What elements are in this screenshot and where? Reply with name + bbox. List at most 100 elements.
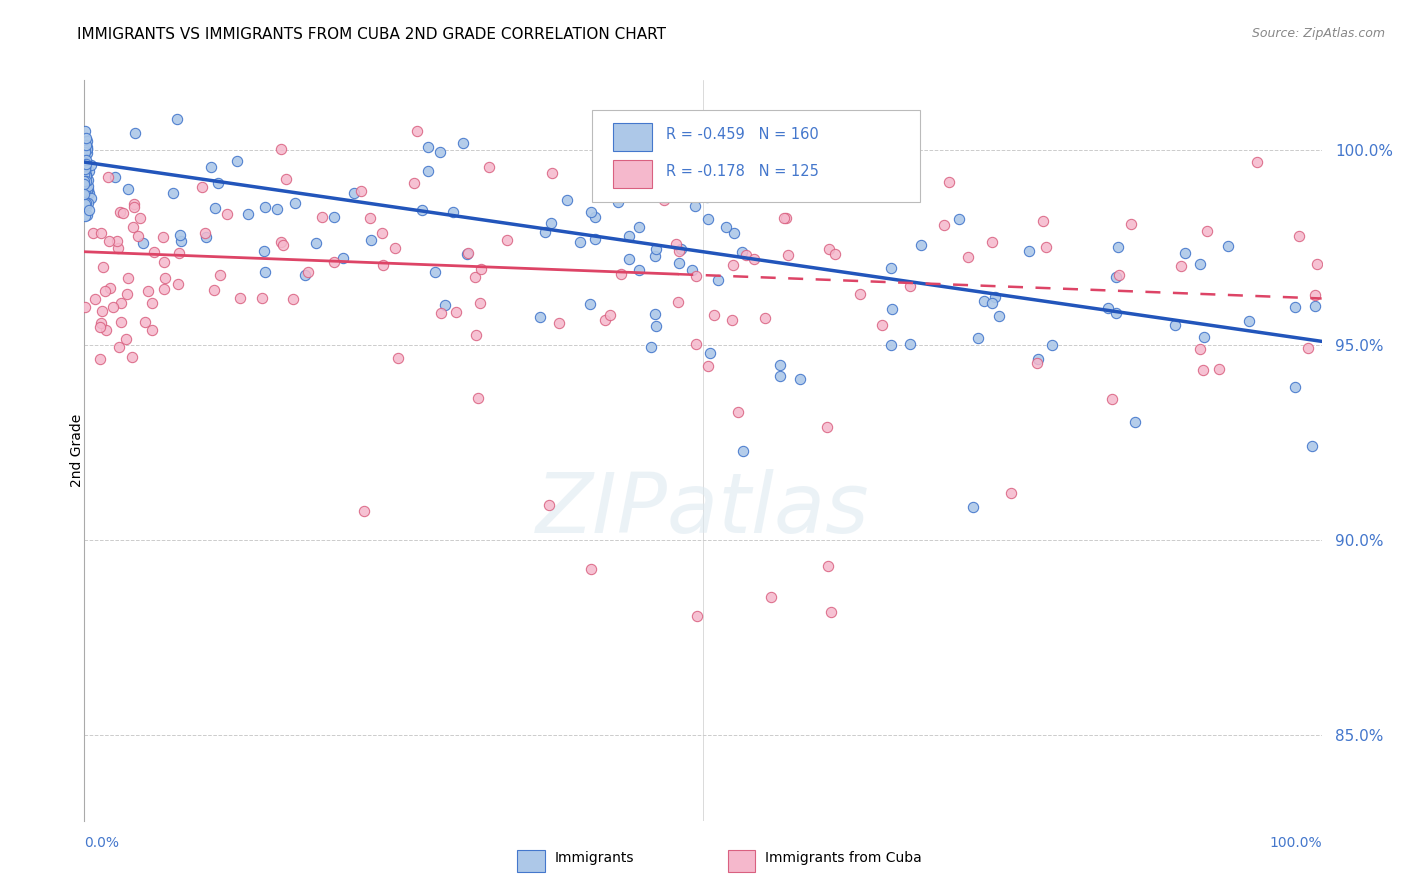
Point	[1195, 224, 1218, 238]
Point	[79, 164, 101, 178]
Point	[270, 235, 292, 249]
Point	[411, 203, 433, 218]
Point	[557, 193, 579, 207]
Point	[202, 283, 225, 297]
Point	[478, 161, 501, 175]
Point	[880, 301, 903, 316]
FancyBboxPatch shape	[728, 850, 755, 872]
Point	[73, 162, 96, 177]
Point	[416, 163, 439, 178]
Point	[741, 176, 763, 190]
Point	[76, 146, 98, 161]
Point	[1101, 392, 1123, 406]
Point	[284, 195, 307, 210]
Point	[373, 258, 395, 272]
Point	[606, 195, 628, 210]
Text: R = -0.459   N = 160: R = -0.459 N = 160	[666, 127, 818, 142]
Point	[82, 226, 104, 240]
Point	[1305, 257, 1327, 271]
Point	[1123, 415, 1146, 429]
Point	[75, 153, 97, 167]
Point	[685, 337, 707, 351]
Point	[723, 226, 745, 240]
Point	[311, 210, 333, 224]
Point	[121, 219, 143, 234]
Point	[769, 359, 792, 373]
Point	[73, 164, 96, 178]
Point	[583, 211, 606, 225]
Point	[162, 186, 184, 200]
Point	[824, 247, 846, 261]
Point	[76, 182, 98, 196]
Point	[75, 195, 97, 210]
Point	[669, 242, 692, 256]
Point	[932, 218, 955, 232]
Point	[73, 145, 96, 160]
Point	[451, 136, 474, 151]
Point	[73, 148, 96, 162]
Point	[76, 142, 98, 156]
Point	[332, 251, 354, 265]
Point	[609, 268, 631, 282]
Point	[75, 138, 97, 153]
Point	[75, 156, 97, 170]
Point	[370, 227, 392, 241]
Point	[1246, 155, 1268, 169]
Point	[129, 211, 152, 225]
Point	[117, 182, 139, 196]
Text: ZIPatlas: ZIPatlas	[536, 469, 870, 550]
Point	[579, 297, 602, 311]
Point	[250, 291, 273, 305]
Point	[773, 211, 796, 225]
Point	[938, 174, 960, 188]
Point	[817, 242, 839, 256]
Point	[97, 169, 120, 184]
Point	[191, 180, 214, 194]
Point	[1164, 318, 1187, 332]
Point	[742, 252, 765, 267]
Point	[77, 203, 100, 218]
Point	[153, 282, 176, 296]
Point	[76, 142, 98, 156]
Point	[108, 204, 131, 219]
Point	[406, 124, 429, 138]
Point	[276, 172, 298, 186]
Point	[75, 200, 97, 214]
Point	[683, 199, 706, 213]
Point	[73, 144, 96, 158]
Point	[194, 230, 217, 244]
Point	[350, 185, 373, 199]
Point	[215, 207, 238, 221]
Point	[720, 312, 742, 326]
Point	[769, 369, 792, 384]
Point	[226, 154, 249, 169]
Point	[75, 161, 97, 176]
Point	[880, 338, 903, 352]
Point	[75, 174, 97, 188]
Point	[1026, 356, 1049, 370]
Point	[470, 261, 492, 276]
Point	[236, 206, 259, 220]
Point	[75, 169, 97, 183]
Point	[1107, 240, 1129, 254]
Point	[124, 126, 146, 140]
Point	[446, 305, 468, 319]
Point	[115, 332, 138, 346]
Point	[583, 232, 606, 246]
Point	[266, 202, 288, 216]
Point	[271, 237, 294, 252]
Point	[540, 215, 562, 229]
Point	[76, 134, 98, 148]
Point	[668, 244, 690, 258]
Point	[815, 420, 838, 434]
Text: R = -0.178   N = 125: R = -0.178 N = 125	[666, 164, 818, 178]
Point	[727, 405, 749, 419]
Point	[731, 244, 754, 259]
Point	[1104, 306, 1126, 320]
Point	[107, 241, 129, 255]
Point	[169, 228, 191, 243]
Point	[89, 352, 111, 367]
Point	[283, 292, 305, 306]
Point	[849, 286, 872, 301]
Point	[980, 235, 1002, 249]
